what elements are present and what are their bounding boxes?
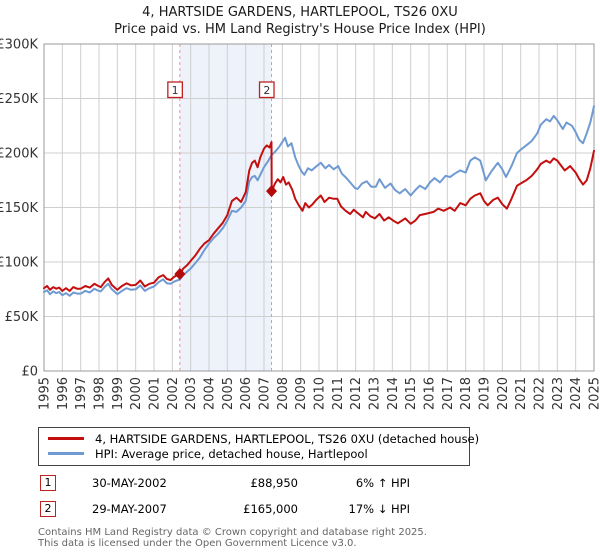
chart-legend: 4, HARTSIDE GARDENS, HARTLEPOOL, TS26 0X… [38,427,479,466]
sale-diamond-1 [174,268,186,281]
y-tick-label: £250K [0,92,38,107]
hpi-line [43,105,595,297]
x-tick-label: 2003 [184,377,199,410]
y-tick-label: £50K [5,310,39,325]
y-tick-label: £150K [0,201,38,216]
x-tick-label: 1996 [56,377,71,410]
sale-date: 30-MAY-2002 [92,476,167,490]
x-tick-label: 2000 [129,377,144,410]
y-tick-label: £300K [0,38,38,53]
y-tick-label: £200K [0,147,38,162]
x-tick-label: 2018 [459,377,474,410]
y-tick-label: £100K [0,256,38,271]
sale-number-badge: 1 [40,475,56,491]
x-tick-label: 2014 [386,377,401,410]
legend-label: HPI: Average price, detached house, Hart… [95,446,368,461]
legend-item-hpi: HPI: Average price, detached house, Hart… [48,446,460,461]
x-tick-label: 1997 [74,377,89,410]
x-tick-label: 2013 [368,377,383,410]
hpi-line-swatch [48,452,84,455]
license-note: Contains HM Land Registry data © Crown c… [38,527,427,549]
property-price-line [43,141,595,292]
x-tick-label: 2007 [258,377,273,410]
sale-price: £165,000 [243,502,298,516]
license-line-2: This data is licensed under the Open Gov… [38,537,357,549]
property-line-swatch [48,437,84,440]
x-tick-label: 2020 [496,377,511,410]
x-tick-label: 2006 [239,377,254,410]
table-row: 2 29-MAY-2007 £165,000 17% ↓ HPI [40,496,410,522]
legend-item-property: 4, HARTSIDE GARDENS, HARTLEPOOL, TS26 0X… [48,431,479,446]
sale-marker-number: 1 [172,84,179,97]
transactions-table: 1 30-MAY-2002 £88,950 6% ↑ HPI 2 29-MAY-… [40,470,410,522]
x-tick-label: 1998 [93,377,108,410]
sale-date: 29-MAY-2007 [92,502,167,516]
x-tick-label: 2004 [203,377,218,410]
x-tick-label: 2009 [294,377,309,410]
table-row: 1 30-MAY-2002 £88,950 6% ↑ HPI [40,470,410,496]
sale-number-badge: 2 [40,501,56,517]
sale-marker-box-1 [167,81,184,99]
x-tick-label: 2012 [349,377,364,410]
sale-hpi-delta: 17% ↓ HPI [348,502,410,516]
x-tick-label: 2023 [551,377,566,410]
x-tick-label: 2015 [404,377,419,410]
y-tick-label: £0 [21,365,38,380]
x-tick-label: 2017 [441,377,456,410]
x-tick-label: 2005 [221,377,236,410]
sale-diamond-2 [266,185,278,198]
x-tick-label: 2021 [514,377,529,410]
x-tick-label: 2025 [588,377,600,410]
sale-marker-number: 2 [263,84,270,97]
page-title: 4, HARTSIDE GARDENS, HARTLEPOOL, TS26 0X… [142,5,458,20]
sale-hpi-delta: 6% ↑ HPI [355,476,410,490]
license-line-1: Contains HM Land Registry data © Crown c… [38,527,427,538]
x-tick-label: 2011 [331,377,346,410]
plot-border [43,43,595,372]
legend-label: 4, HARTSIDE GARDENS, HARTLEPOOL, TS26 0X… [95,431,480,446]
x-tick-label: 1999 [111,377,126,410]
x-tick-label: 1995 [38,377,53,410]
sale-marker-box-2 [258,81,275,99]
x-tick-label: 2024 [569,377,584,410]
x-tick-label: 2010 [313,377,328,410]
x-tick-label: 2022 [533,377,548,410]
x-tick-label: 2002 [166,377,181,410]
x-tick-label: 2001 [148,377,163,410]
sale-price: £88,950 [250,476,298,490]
page-subtitle: Price paid vs. HM Land Registry's House … [114,22,486,37]
x-tick-label: 2019 [478,377,493,410]
x-tick-label: 2008 [276,377,291,410]
x-tick-label: 2016 [423,377,438,410]
